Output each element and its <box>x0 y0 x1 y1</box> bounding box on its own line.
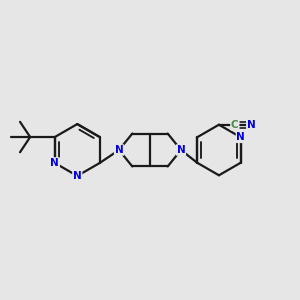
Text: N: N <box>115 145 123 155</box>
Text: N: N <box>247 120 256 130</box>
Text: N: N <box>236 132 245 142</box>
Text: N: N <box>50 158 59 168</box>
Text: N: N <box>177 145 185 155</box>
Text: C: C <box>231 120 238 130</box>
Text: N: N <box>73 171 82 181</box>
